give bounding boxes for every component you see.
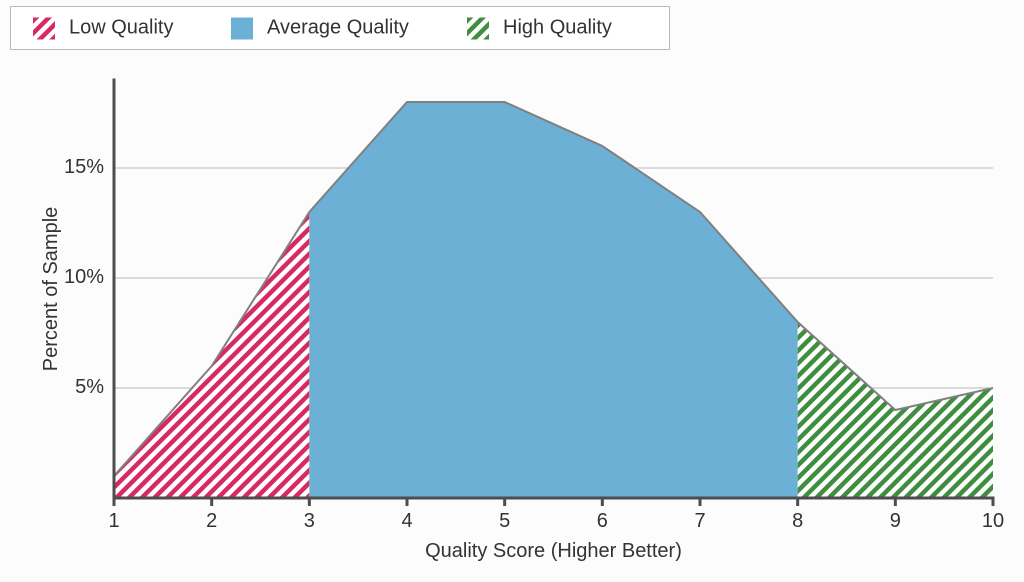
plot-area [0,0,1024,582]
x-tick-label: 5 [485,510,525,533]
region-low [114,212,309,498]
x-tick-label: 1 [94,510,134,533]
chart-container: { "chart": { "type": "area", "canvas": {… [0,0,1024,582]
x-tick-label: 6 [582,510,622,533]
x-tick-label: 3 [289,510,329,533]
x-tick-label: 7 [680,510,720,533]
x-tick-label: 9 [875,510,915,533]
y-tick-label: 15% [64,156,104,179]
y-tick-label: 5% [75,376,104,399]
x-tick-label: 2 [192,510,232,533]
x-tick-label: 4 [387,510,427,533]
x-tick-label: 10 [973,510,1013,533]
y-tick-label: 10% [64,266,104,289]
x-tick-label: 8 [778,510,818,533]
region-avg [309,102,797,498]
